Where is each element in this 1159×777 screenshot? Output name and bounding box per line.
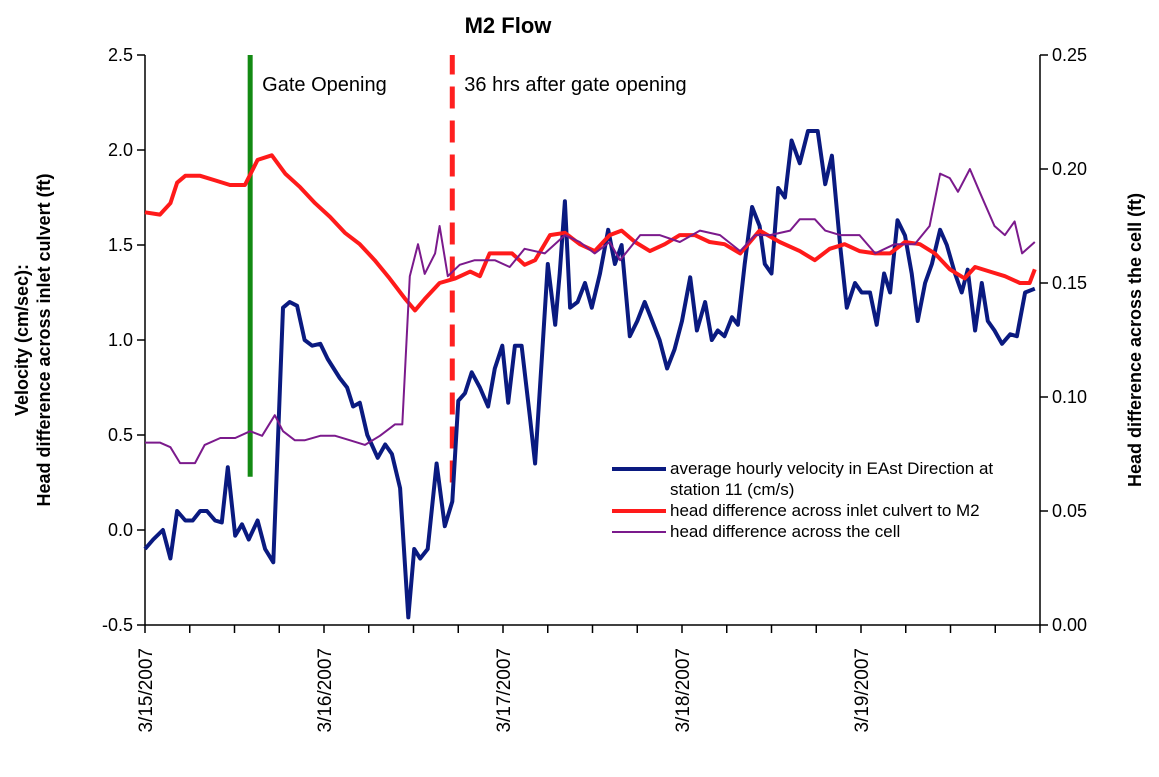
- y-tick-label: 2.5: [108, 45, 133, 65]
- y2-tick-label: 0.20: [1052, 159, 1087, 179]
- x-tick-label: 3/16/2007: [315, 648, 336, 733]
- chart-title: M2 Flow: [465, 13, 553, 38]
- annotation: 36 hrs after gate opening: [464, 74, 686, 96]
- y-axis-label: Head difference across inlet culvert (ft…: [34, 173, 54, 506]
- y-axis-label: Velocity (cm/sec):: [12, 264, 32, 416]
- y2-axis-label: Head difference across the cell (ft): [1125, 193, 1145, 487]
- legend-entry: average hourly velocity in EAst Directio…: [610, 458, 1040, 500]
- legend-label: head difference across the cell: [670, 522, 901, 541]
- legend-entry: head difference across inlet culvert to …: [610, 500, 1040, 521]
- annotation: Gate Opening: [262, 74, 387, 96]
- x-tick-label: 3/18/2007: [673, 648, 694, 733]
- x-tick-label: 3/17/2007: [494, 648, 515, 733]
- series-line: [144, 153, 1037, 313]
- series-line: [145, 168, 1036, 465]
- legend-entry: head difference across the cell: [610, 521, 1040, 542]
- x-tick-label: 3/15/2007: [136, 648, 157, 733]
- y2-tick-label: 0.25: [1052, 45, 1087, 65]
- y-tick-label: 1.5: [108, 235, 133, 255]
- legend-swatch: [612, 531, 666, 533]
- y-tick-label: 2.0: [108, 140, 133, 160]
- y2-tick-label: 0.05: [1052, 501, 1087, 521]
- legend: average hourly velocity in EAst Directio…: [610, 458, 1040, 542]
- y-tick-label: 0.5: [108, 425, 133, 445]
- y-tick-label: 0.0: [108, 520, 133, 540]
- legend-swatch: [612, 509, 666, 513]
- y2-tick-label: 0.10: [1052, 387, 1087, 407]
- legend-swatch: [612, 467, 666, 471]
- y2-tick-label: 0.00: [1052, 615, 1087, 635]
- legend-label: average hourly velocity in EAst Directio…: [670, 459, 994, 499]
- legend-label: head difference across inlet culvert to …: [670, 501, 980, 520]
- x-tick-label: 3/19/2007: [852, 648, 873, 733]
- y-tick-label: -0.5: [102, 615, 133, 635]
- y-tick-label: 1.0: [108, 330, 133, 350]
- series-line: [143, 129, 1036, 620]
- y2-tick-label: 0.15: [1052, 273, 1087, 293]
